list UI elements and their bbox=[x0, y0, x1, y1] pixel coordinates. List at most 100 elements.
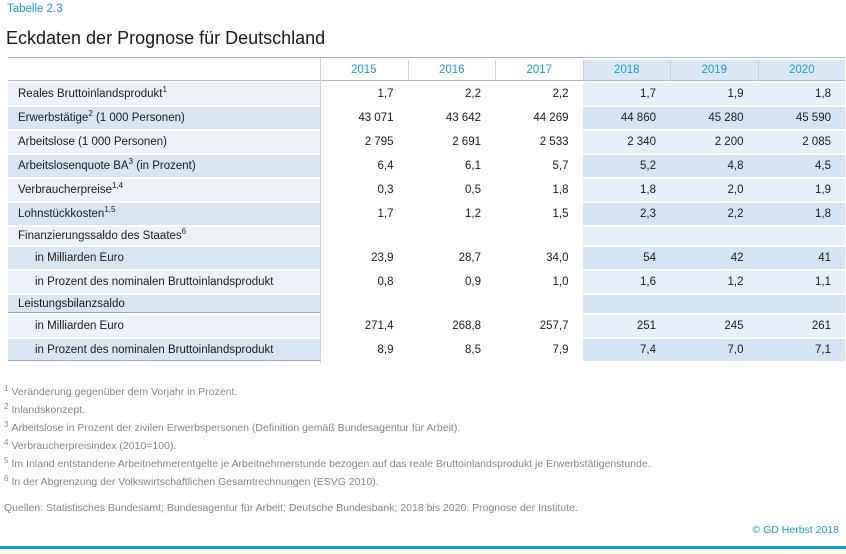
label-column-divider bbox=[320, 58, 321, 363]
value-cell: 1,7 bbox=[320, 83, 408, 105]
copyright: © GD Herbst 2018 bbox=[752, 524, 839, 536]
value-cell: 251 bbox=[582, 315, 670, 337]
value-cell: 45 590 bbox=[757, 107, 845, 129]
table-row: in Prozent des nominalen Bruttoinlandspr… bbox=[8, 271, 845, 293]
value-cell: 1,1 bbox=[757, 271, 845, 293]
value-cell bbox=[495, 295, 583, 313]
value-cell: 0,5 bbox=[407, 179, 495, 201]
value-cell: 5,2 bbox=[582, 155, 670, 177]
value-cell: 1,8 bbox=[582, 179, 670, 201]
value-cell: 0,9 bbox=[407, 271, 495, 293]
footnote: 3 Arbeitslose in Prozent der zivilen Erwe… bbox=[4, 419, 461, 434]
value-cell: 2 533 bbox=[495, 131, 583, 153]
row-label-header bbox=[8, 60, 320, 81]
value-cell: 43 642 bbox=[407, 107, 495, 129]
row-label: in Prozent des nominalen Bruttoinlandspr… bbox=[8, 271, 320, 293]
value-cell bbox=[757, 227, 845, 245]
value-cell bbox=[582, 295, 670, 313]
table-row: Arbeitslose (1 000 Personen) 2 795 2 691 2 … bbox=[8, 131, 845, 153]
row-label: Erwerbstätige2 (1 000 Personen) bbox=[8, 107, 320, 129]
row-label: Reales Bruttoinlandsprodukt1 bbox=[8, 83, 320, 105]
value-cell bbox=[320, 227, 408, 245]
row-label: Arbeitslosenquote BA3 (in Prozent) bbox=[8, 155, 320, 177]
value-cell: 1,5 bbox=[495, 203, 583, 225]
footnote: 2 Inlandskonzept. bbox=[4, 401, 86, 416]
value-cell: 42 bbox=[670, 247, 758, 269]
value-cell: 7,1 bbox=[757, 339, 845, 361]
row-label: in Milliarden Euro bbox=[8, 247, 320, 269]
footnotes-section: 1 Veränderung gegenüber dem Vorjahr in Pr… bbox=[4, 383, 846, 491]
value-cell: 4,8 bbox=[670, 155, 758, 177]
value-cell: 28,7 bbox=[407, 247, 495, 269]
value-cell: 44 269 bbox=[495, 107, 583, 129]
value-cell bbox=[320, 295, 408, 313]
table-row: in Prozent des nominalen Bruttoinlandspr… bbox=[8, 339, 845, 361]
value-cell: 2 691 bbox=[407, 131, 495, 153]
table-row: Finanzierungssaldo des Staates6 bbox=[8, 227, 845, 245]
value-cell: 1,9 bbox=[670, 83, 758, 105]
value-cell: 45 280 bbox=[670, 107, 758, 129]
footnote: 1 Veränderung gegenüber dem Vorjahr in Pr… bbox=[4, 383, 238, 398]
value-cell: 43 071 bbox=[320, 107, 408, 129]
value-cell bbox=[670, 295, 758, 313]
value-cell: 8,5 bbox=[407, 339, 495, 361]
value-cell: 1,8 bbox=[757, 83, 845, 105]
value-cell: 1,7 bbox=[582, 83, 670, 105]
value-cell: 1,2 bbox=[407, 203, 495, 225]
table-row: Verbraucherpreise1,4 0,3 0,5 1,8 1,8 2,0 1,9 bbox=[8, 179, 845, 201]
value-cell: 271,4 bbox=[320, 315, 408, 337]
row-label: Lohnstückkosten1,5 bbox=[8, 203, 320, 225]
value-cell: 23,9 bbox=[320, 247, 408, 269]
value-cell: 1,8 bbox=[757, 203, 845, 225]
value-cell: 1,2 bbox=[670, 271, 758, 293]
value-cell: 2 200 bbox=[670, 131, 758, 153]
value-cell: 2,0 bbox=[670, 179, 758, 201]
value-cell bbox=[670, 227, 758, 245]
value-cell: 1,0 bbox=[495, 271, 583, 293]
table-row: Lohnstückkosten1,5 1,7 1,2 1,5 2,3 2,2 1,8 bbox=[8, 203, 845, 225]
year-header: 2015 bbox=[320, 60, 408, 81]
value-cell: 2,2 bbox=[407, 83, 495, 105]
value-cell: 6,4 bbox=[320, 155, 408, 177]
row-label: Finanzierungssaldo des Staates6 bbox=[8, 227, 320, 245]
value-cell: 0,8 bbox=[320, 271, 408, 293]
value-cell: 34,0 bbox=[495, 247, 583, 269]
value-cell: 1,9 bbox=[757, 179, 845, 201]
value-cell: 44 860 bbox=[582, 107, 670, 129]
value-cell: 7,0 bbox=[670, 339, 758, 361]
value-cell: 1,7 bbox=[320, 203, 408, 225]
value-cell: 0,3 bbox=[320, 179, 408, 201]
value-cell: 8,9 bbox=[320, 339, 408, 361]
footnote: 5 Im Inland entstandene Arbeitnehmerentge… bbox=[4, 455, 651, 470]
year-header: 2019 bbox=[670, 60, 758, 81]
data-table: 2015 2016 2017 2018 2019 2020 Reales Bruttoin… bbox=[8, 57, 845, 363]
table-row: in Milliarden Euro 23,9 28,7 34,0 54 42 41 bbox=[8, 247, 845, 269]
footnote: 6 In der Abgrenzung der Volkswirtschaftli… bbox=[4, 473, 379, 488]
year-header: 2018 bbox=[582, 60, 670, 81]
value-cell bbox=[757, 295, 845, 313]
value-cell: 1,6 bbox=[582, 271, 670, 293]
value-cell: 261 bbox=[757, 315, 845, 337]
value-cell bbox=[582, 227, 670, 245]
table-row: Arbeitslosenquote BA3 (in Prozent) 6,4 6,1… bbox=[8, 155, 845, 177]
value-cell: 268,8 bbox=[407, 315, 495, 337]
value-cell: 2 795 bbox=[320, 131, 408, 153]
value-cell bbox=[407, 295, 495, 313]
table-row: Leistungsbilanzsaldo bbox=[8, 295, 845, 313]
row-label: Arbeitslose (1 000 Personen) bbox=[8, 131, 320, 153]
value-cell: 7,4 bbox=[582, 339, 670, 361]
value-cell: 1,8 bbox=[495, 179, 583, 201]
row-label: in Milliarden Euro bbox=[8, 315, 320, 337]
value-cell: 2,2 bbox=[495, 83, 583, 105]
value-cell: 245 bbox=[670, 315, 758, 337]
row-label: Verbraucherpreise1,4 bbox=[8, 179, 320, 201]
value-cell: 6,1 bbox=[407, 155, 495, 177]
forecast-table: 2015 2016 2017 2018 2019 2020 Reales Bruttoin… bbox=[8, 58, 845, 363]
value-cell: 7,9 bbox=[495, 339, 583, 361]
value-cell: 2 085 bbox=[757, 131, 845, 153]
page-title: Eckdaten der Prognose für Deutschland bbox=[6, 28, 326, 48]
sources-line: Quellen: Statistisches Bundesamt; Bundes… bbox=[4, 502, 578, 514]
table-number: Tabelle 2.3 bbox=[7, 3, 63, 15]
table-row: in Milliarden Euro 271,4 268,8 257,7 251 245 2… bbox=[8, 315, 845, 337]
year-header: 2020 bbox=[757, 60, 845, 81]
